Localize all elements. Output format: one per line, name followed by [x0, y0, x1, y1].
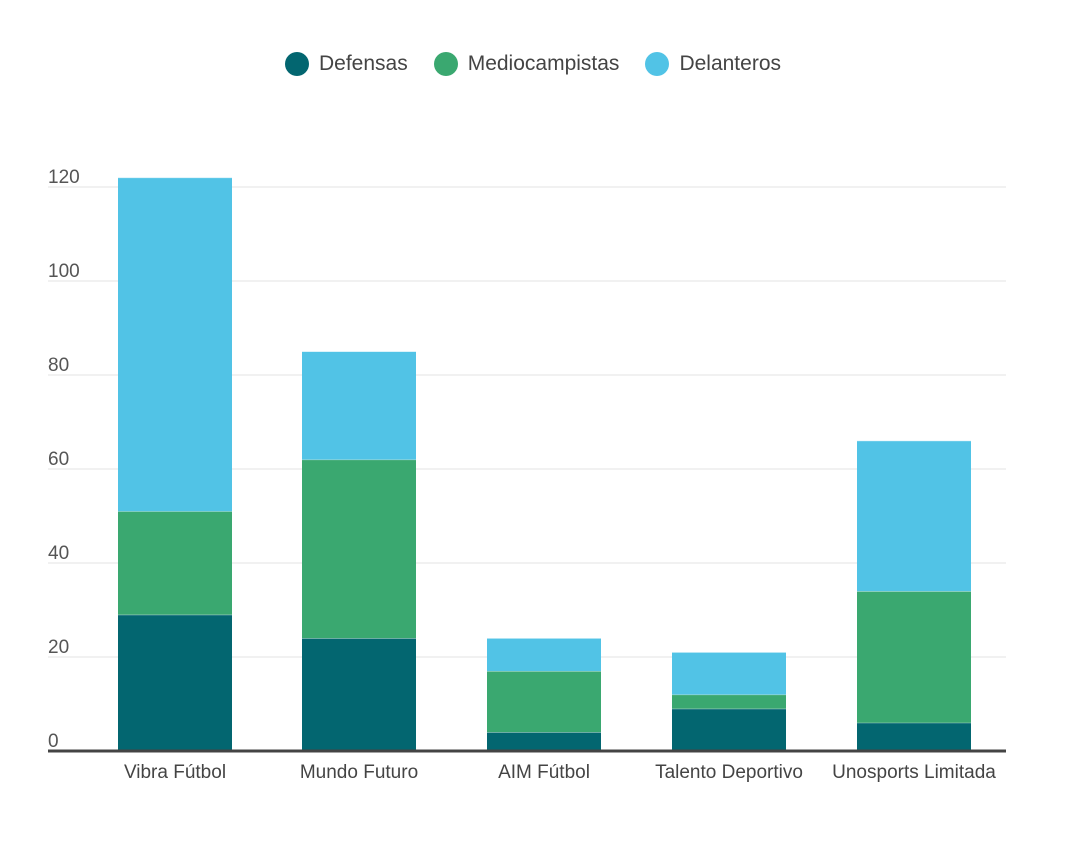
bar-segment[interactable]: [672, 694, 786, 709]
legend-swatch-defensas: [284, 52, 309, 76]
bar-segment[interactable]: [118, 511, 232, 615]
bar-segment[interactable]: [487, 671, 601, 733]
bar-segment[interactable]: [487, 638, 601, 672]
bar-segment[interactable]: [118, 177, 232, 512]
bar-segment[interactable]: [302, 638, 416, 751]
x-tick-label: Talento Deportivo: [655, 762, 803, 783]
y-tick-label: 100: [48, 261, 80, 282]
y-tick-label: 20: [48, 637, 69, 658]
legend-label-defensas: Defensas: [318, 52, 408, 75]
y-tick-label: 60: [48, 449, 69, 470]
legend-swatch-delanteros: [645, 52, 670, 76]
y-tick-label: 120: [48, 167, 80, 188]
legend: Defensas Mediocampistas Delanteros: [0, 52, 1066, 76]
bar-segment[interactable]: [857, 591, 971, 723]
legend-swatch-mediocampistas: [433, 52, 458, 76]
x-tick-label: AIM Fútbol: [498, 762, 590, 783]
y-tick-label: 80: [48, 355, 69, 376]
legend-item-delanteros[interactable]: Delanteros: [645, 52, 781, 76]
bar-segment[interactable]: [302, 351, 416, 460]
x-tick-label: Unosports Limitada: [832, 762, 996, 783]
legend-item-defensas[interactable]: Defensas: [284, 52, 408, 76]
bar-segment[interactable]: [487, 732, 601, 751]
bar-segment[interactable]: [672, 652, 786, 695]
legend-item-mediocampistas[interactable]: Mediocampistas: [433, 52, 620, 76]
y-tick-label: 40: [48, 543, 69, 564]
x-tick-label: Mundo Futuro: [300, 762, 418, 783]
bar-segment[interactable]: [857, 440, 971, 592]
legend-label-delanteros: Delanteros: [679, 52, 781, 75]
x-tick-label: Vibra Fútbol: [124, 762, 226, 783]
y-tick-label: 0: [48, 731, 59, 752]
bar-segment[interactable]: [672, 708, 786, 751]
bar-segment[interactable]: [118, 614, 232, 751]
bar-segment[interactable]: [302, 459, 416, 639]
bar-segment[interactable]: [857, 722, 971, 751]
legend-label-mediocampistas: Mediocampistas: [467, 52, 620, 75]
